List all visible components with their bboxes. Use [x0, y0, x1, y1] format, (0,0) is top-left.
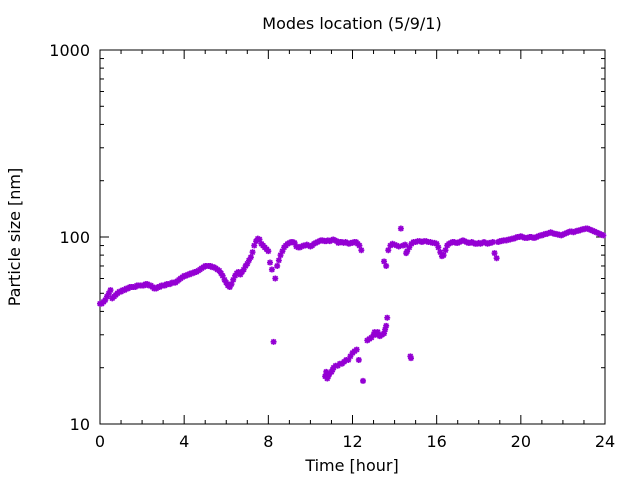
- data-point: [272, 275, 279, 282]
- data-point: [389, 240, 396, 247]
- data-point: [249, 249, 256, 256]
- data-point: [442, 247, 449, 254]
- data-point: [228, 281, 235, 288]
- data-point: [433, 240, 440, 247]
- y-tick-labels: 10 100 1000: [49, 41, 90, 434]
- data-point: [256, 236, 263, 243]
- x-tick-label: 0: [95, 432, 105, 451]
- data-point: [402, 241, 409, 248]
- data-point: [244, 260, 251, 267]
- data-point: [247, 254, 254, 261]
- data-point: [226, 284, 233, 291]
- y-tick-label: 10: [70, 415, 90, 434]
- data-point: [323, 368, 330, 375]
- data-point: [493, 255, 500, 262]
- data-point: [268, 266, 275, 273]
- x-axis-title: Time [hour]: [304, 456, 398, 475]
- data-point: [391, 241, 398, 248]
- data-point: [431, 239, 438, 246]
- data-point: [245, 257, 252, 264]
- data-point: [360, 377, 367, 384]
- data-point: [324, 375, 331, 382]
- data-point: [103, 293, 110, 300]
- data-point: [105, 290, 112, 297]
- data-point: [347, 353, 354, 360]
- data-point: [383, 262, 390, 269]
- data-point: [440, 252, 447, 259]
- data-point: [393, 242, 400, 249]
- data-point: [107, 287, 114, 294]
- data-point: [267, 259, 274, 266]
- data-point: [423, 238, 430, 245]
- y-axis-title: Particle size [nm]: [5, 168, 24, 307]
- data-point: [412, 239, 419, 246]
- data-point: [600, 232, 607, 239]
- x-tick-label: 4: [179, 432, 189, 451]
- data-point: [384, 314, 391, 321]
- data-point: [102, 297, 109, 304]
- data-point: [371, 329, 378, 336]
- data-point: [219, 272, 226, 279]
- data-point: [353, 346, 360, 353]
- data-point: [274, 262, 281, 269]
- data-point: [223, 279, 230, 286]
- x-tick-label: 16: [426, 432, 446, 451]
- data-point: [489, 239, 496, 246]
- data-point: [345, 356, 352, 363]
- data-point: [230, 276, 237, 283]
- data-point: [291, 239, 298, 246]
- data-point: [406, 244, 413, 251]
- data-point: [404, 248, 411, 255]
- data-point: [240, 266, 247, 273]
- data-points: [97, 225, 607, 384]
- data-point: [382, 326, 389, 333]
- data-point: [325, 373, 332, 380]
- data-point: [358, 247, 365, 254]
- data-point: [395, 243, 402, 250]
- data-point: [374, 329, 381, 336]
- y-tick-label: 100: [59, 228, 90, 247]
- chart-title: Modes location (5/9/1): [262, 14, 441, 33]
- data-point: [368, 334, 375, 341]
- data-point: [397, 225, 404, 232]
- data-point: [491, 250, 498, 257]
- x-tick-label: 24: [595, 432, 615, 451]
- data-point: [279, 248, 286, 255]
- data-point: [418, 239, 425, 246]
- data-point: [277, 252, 284, 259]
- data-point: [275, 257, 282, 264]
- y-tick-label: 1000: [49, 41, 90, 60]
- x-tick-labels: 0 4 8 12 16 20 24: [95, 432, 615, 451]
- data-point: [372, 331, 379, 338]
- axis-ticks: [99, 49, 606, 425]
- x-tick-label: 20: [511, 432, 531, 451]
- data-point: [355, 356, 362, 363]
- data-point: [427, 239, 434, 246]
- data-point: [356, 242, 363, 249]
- data-point: [265, 248, 272, 255]
- data-point: [383, 322, 390, 329]
- data-point: [381, 258, 388, 265]
- data-point: [385, 247, 392, 254]
- data-point: [251, 242, 258, 249]
- data-point: [270, 338, 277, 345]
- x-tick-label: 12: [342, 432, 362, 451]
- data-point: [435, 244, 442, 251]
- data-point: [400, 242, 406, 249]
- data-point: [416, 238, 423, 245]
- x-tick-label: 8: [263, 432, 273, 451]
- data-point: [381, 330, 388, 337]
- data-point: [437, 249, 444, 256]
- data-point: [407, 355, 414, 362]
